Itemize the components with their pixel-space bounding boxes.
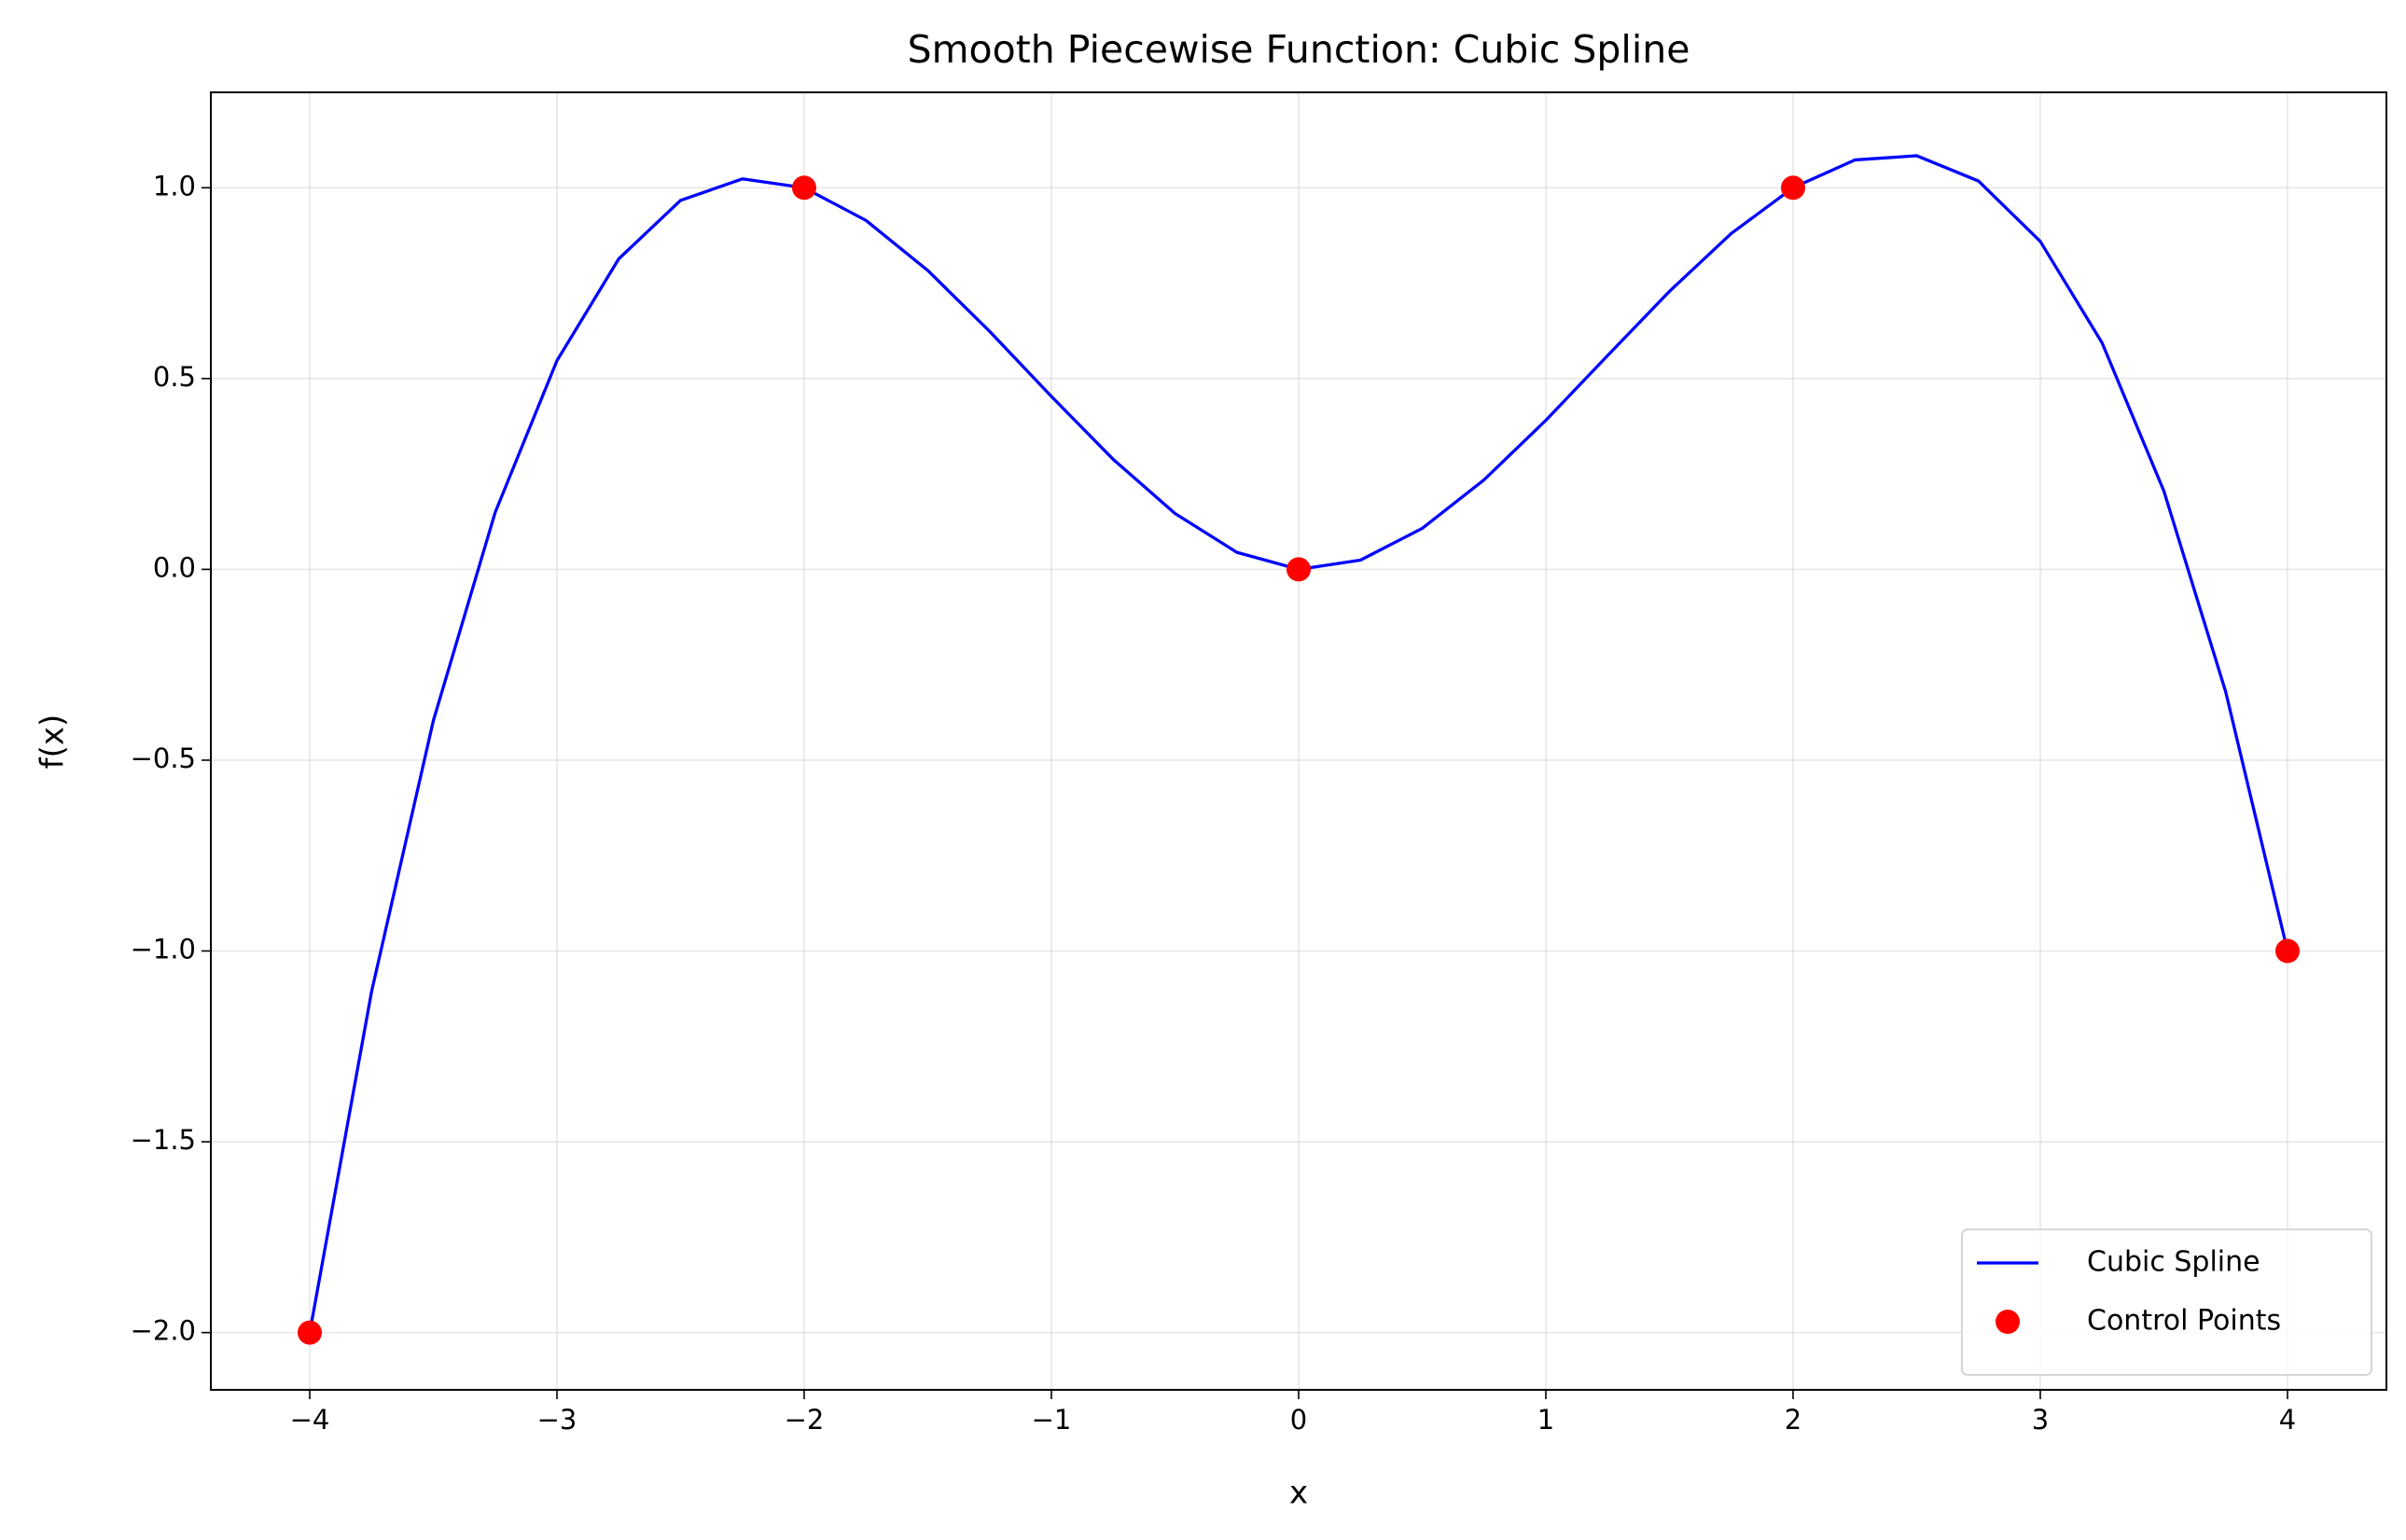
chart-title: Smooth Piecewise Function: Cubic Spline [908,27,1690,72]
x-tick-label: 4 [2279,1404,2296,1436]
x-tick-label: −1 [1032,1404,1072,1436]
legend-label: Cubic Spline [2087,1246,2260,1279]
y-axis-label: f(x) [35,715,72,770]
legend-marker [1996,1310,2020,1334]
control-point [792,175,816,201]
x-tick-label: 0 [1290,1404,1307,1436]
x-tick-label: 1 [1537,1404,1554,1436]
y-tick-label: −1.5 [131,1124,196,1156]
legend-box [1961,1228,2372,1376]
x-tick-label: −3 [537,1404,577,1436]
y-tick-label: 0.5 [153,361,196,393]
control-point [1781,175,1805,201]
y-tick-label: 0.0 [153,551,196,583]
x-axis-label: x [1289,1475,1308,1512]
x-tick-label: 3 [2032,1404,2049,1436]
x-tick-label: 2 [1785,1404,1801,1436]
control-point [2275,938,2300,964]
x-tick-label: −4 [290,1404,330,1436]
y-tick-label: 1.0 [153,170,196,201]
legend: Cubic Spline Control Points [1961,1228,2372,1376]
x-tick-label: −2 [785,1404,825,1436]
y-tick-label: −0.5 [131,742,196,774]
y-tick-label: −1.0 [131,934,196,965]
control-point [1286,557,1311,582]
y-tick-label: −2.0 [131,1315,196,1347]
control-point [298,1320,322,1345]
legend-label: Control Points [2087,1305,2281,1338]
plot-area [298,154,2300,1345]
